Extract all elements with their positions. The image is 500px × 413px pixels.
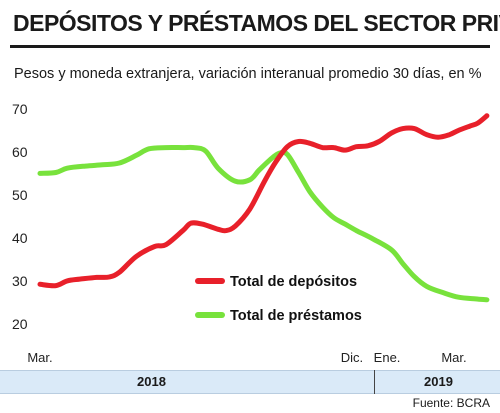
- source-note: Fuente: BCRA: [412, 396, 490, 410]
- x-tick-label: Mar.: [27, 350, 52, 365]
- chart-subtitle: Pesos y moneda extranjera, variación int…: [14, 66, 482, 82]
- legend-label: Total de depósitos: [230, 274, 357, 290]
- year-label-2018: 2018: [137, 374, 166, 389]
- y-tick-label: 60: [12, 144, 28, 160]
- year-label-2019: 2019: [424, 374, 453, 389]
- legend-label: Total de préstamos: [230, 308, 362, 324]
- x-tick-label: Mar.: [441, 350, 466, 365]
- x-tick-label: Ene.: [374, 350, 401, 365]
- chart-title: DEPÓSITOS Y PRÉSTAMOS DEL SECTOR PRIVADO: [13, 10, 500, 36]
- title-underline: [10, 45, 490, 48]
- y-tick-label: 30: [12, 273, 28, 289]
- series-line-prestamos: [37, 144, 490, 303]
- year-band: [0, 370, 500, 394]
- y-tick-label: 70: [12, 101, 28, 117]
- series-line-depositos: [37, 113, 490, 289]
- x-tick-label: Dic.: [341, 350, 363, 365]
- year-divider: [374, 370, 375, 394]
- y-tick-label: 20: [12, 316, 28, 332]
- y-tick-label: 40: [12, 230, 28, 246]
- y-tick-label: 50: [12, 187, 28, 203]
